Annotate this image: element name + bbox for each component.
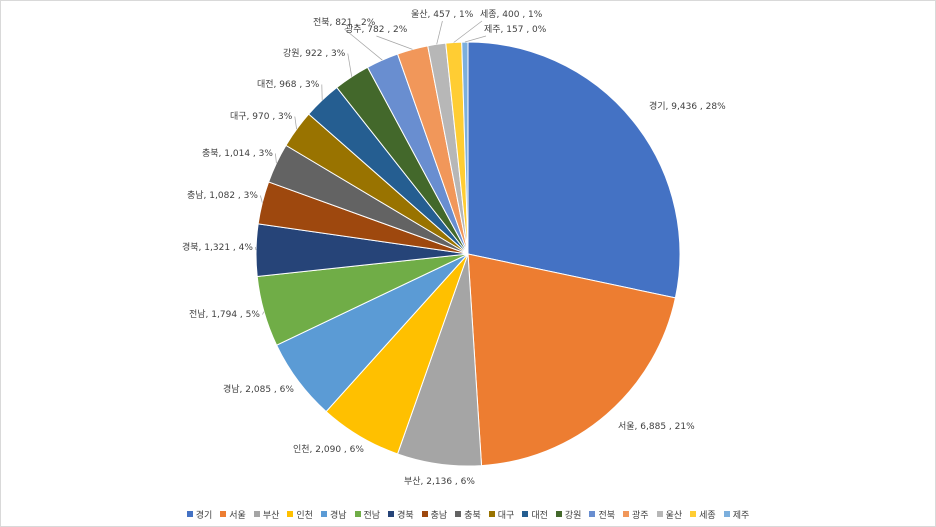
legend-item-제주: 제주 xyxy=(723,508,750,521)
legend-swatch xyxy=(656,511,663,517)
legend-label: 세종 xyxy=(699,510,716,521)
data-label-경남: 경남, 2,085 , 6% xyxy=(223,383,294,395)
legend-swatch xyxy=(186,511,193,517)
legend-item-강원: 강원 xyxy=(555,508,582,521)
leader-line-세종 xyxy=(453,20,483,43)
data-label-경북: 경북, 1,321 , 4% xyxy=(182,241,253,253)
legend-item-대구: 대구 xyxy=(488,508,515,521)
leader-line-충북 xyxy=(275,153,277,164)
leader-line-충남 xyxy=(260,195,263,203)
pie-chart: 경기, 9,436 , 28% 서울, 6,885 , 21% 부산, 2,136 … xyxy=(182,9,726,487)
legend-swatch xyxy=(488,511,495,517)
legend: 경기 서울 부산 인천 경남 전남 경북 충남 충북 대구 대전 강원 전북 광주 울산 세종 제주 xyxy=(1,506,935,522)
legend-label: 울산 xyxy=(665,510,683,521)
data-label-경기: 경기, 9,436 , 28% xyxy=(649,100,726,112)
leader-line-경북 xyxy=(255,246,257,251)
legend-swatch xyxy=(555,511,562,517)
legend-label: 강원 xyxy=(564,510,582,521)
legend-label: 대전 xyxy=(531,510,548,521)
data-label-인천: 인천, 2,090 , 6% xyxy=(293,444,364,455)
legend-swatch xyxy=(723,511,730,517)
legend-label: 부산 xyxy=(262,510,280,521)
leader-line-전북 xyxy=(344,28,383,61)
legend-item-전남: 전남 xyxy=(354,508,381,521)
data-label-부산: 부산, 2,136 , 6% xyxy=(404,476,475,487)
leader-line-강원 xyxy=(347,53,353,77)
data-label-대구: 대구, 970 , 3% xyxy=(230,111,293,122)
legend-item-경북: 경북 xyxy=(388,508,414,521)
legend-label: 인천 xyxy=(296,510,313,521)
legend-label: 경기 xyxy=(195,510,213,521)
legend-swatch xyxy=(690,511,697,517)
legend-swatch xyxy=(388,511,395,517)
legend-item-광주: 광주 xyxy=(623,508,649,521)
pie-slice-제주 xyxy=(461,41,469,255)
legend-label: 제주 xyxy=(732,510,750,521)
legend-swatch xyxy=(421,511,428,517)
legend-swatch xyxy=(455,511,462,517)
legend-swatch xyxy=(522,511,529,517)
data-label-제주: 제주, 157 , 0% xyxy=(484,24,547,35)
data-label-강원: 강원, 922 , 3% xyxy=(283,48,346,59)
legend-label: 충남 xyxy=(430,510,448,521)
legend-label: 대구 xyxy=(497,510,515,521)
legend-label: 충북 xyxy=(464,510,481,521)
legend-swatch xyxy=(320,511,327,517)
legend-swatch xyxy=(220,511,227,517)
legend-item-경기: 경기 xyxy=(186,508,213,521)
legend-swatch xyxy=(623,511,630,517)
data-label-전남: 전남, 1,794 , 5% xyxy=(189,309,260,320)
legend-item-세종: 세종 xyxy=(690,508,716,521)
pie-slice-서울 xyxy=(467,253,677,467)
leader-line-광주 xyxy=(376,35,413,50)
legend-swatch xyxy=(253,511,260,517)
data-label-서울: 서울, 6,885 , 21% xyxy=(618,421,695,432)
legend-item-인천: 인천 xyxy=(287,508,313,521)
legend-item-서울: 서울 xyxy=(220,508,246,521)
legend-swatch xyxy=(287,511,294,517)
legend-swatch xyxy=(354,511,361,517)
leader-line-울산 xyxy=(436,20,443,45)
leader-line-대구 xyxy=(294,116,297,130)
legend-item-울산: 울산 xyxy=(656,508,683,521)
data-label-충북: 충북, 1,014 , 3% xyxy=(202,148,273,159)
leader-line-전남 xyxy=(262,311,265,315)
legend-swatch xyxy=(589,511,596,517)
legend-item-전북: 전북 xyxy=(589,508,615,521)
data-label-대전: 대전, 968 , 3% xyxy=(257,79,320,90)
legend-label: 광주 xyxy=(632,510,649,521)
data-label-광주: 광주, 782 , 2% xyxy=(345,23,408,35)
pie-slice-경기 xyxy=(467,41,681,299)
legend-item-충북: 충북 xyxy=(455,508,481,521)
legend-label: 전남 xyxy=(363,510,381,521)
legend-item-부산: 부산 xyxy=(253,508,280,521)
legend-item-대전: 대전 xyxy=(522,508,548,521)
data-label-전북: 전북, 821 , 2% xyxy=(313,17,376,28)
legend-label: 경남 xyxy=(329,510,347,521)
legend-item-충남: 충남 xyxy=(421,508,448,521)
legend-item-경남: 경남 xyxy=(320,508,347,521)
data-label-울산: 울산, 457 , 1% xyxy=(411,9,474,20)
data-label-충남: 충남, 1,082 , 3% xyxy=(187,190,258,201)
legend-label: 서울 xyxy=(229,510,246,521)
legend-label: 경북 xyxy=(397,510,414,521)
leader-line-제주 xyxy=(464,35,487,43)
legend-label: 전북 xyxy=(598,510,616,521)
data-label-세종: 세종, 400 , 1% xyxy=(480,9,543,20)
